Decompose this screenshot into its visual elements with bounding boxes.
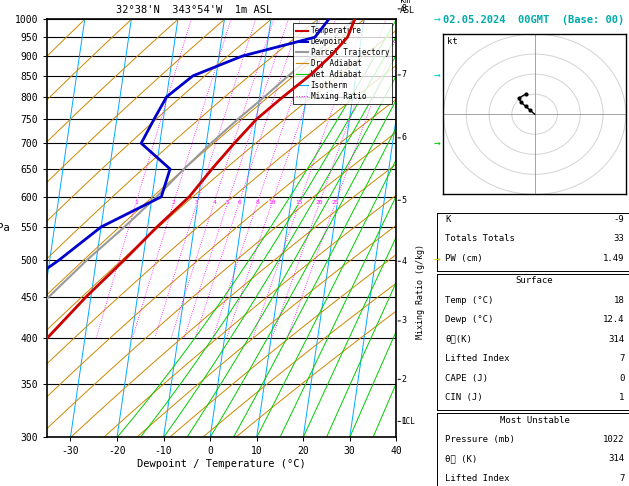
Y-axis label: hPa: hPa [0,224,10,233]
Text: 314: 314 [608,335,625,344]
Text: →: → [434,138,440,148]
Text: 18: 18 [614,296,625,305]
Text: 5: 5 [401,196,406,205]
Text: Lifted Index: Lifted Index [445,474,509,483]
Text: 15: 15 [296,200,303,205]
Text: 1022: 1022 [603,435,625,444]
Text: →: → [434,15,440,24]
Text: LCL: LCL [401,417,415,426]
Text: 1: 1 [619,393,625,402]
Text: →: → [434,255,440,265]
Text: Lifted Index: Lifted Index [445,354,509,363]
Text: Totals Totals: Totals Totals [445,234,515,243]
Text: θᴄ(K): θᴄ(K) [445,335,472,344]
Text: CIN (J): CIN (J) [445,393,482,402]
Text: 7: 7 [619,474,625,483]
Text: 8: 8 [255,200,259,205]
Text: 12.4: 12.4 [603,315,625,324]
Text: Mixing Ratio (g/kg): Mixing Ratio (g/kg) [416,243,425,339]
Text: 7: 7 [619,354,625,363]
Text: 8: 8 [401,4,406,14]
Text: 3: 3 [195,200,199,205]
Text: 20: 20 [316,200,323,205]
Text: 0: 0 [619,374,625,382]
Text: Most Unstable: Most Unstable [499,416,570,425]
Text: 4: 4 [401,257,406,266]
Text: 3: 3 [401,316,406,326]
Text: km
ASL: km ASL [400,0,415,15]
Text: 1: 1 [401,417,406,426]
Text: 2: 2 [401,375,406,384]
Text: -9: -9 [614,215,625,224]
Text: 6: 6 [237,200,241,205]
Text: 10: 10 [269,200,276,205]
Text: Temp (°C): Temp (°C) [445,296,493,305]
Text: 314: 314 [608,454,625,464]
Text: K: K [445,215,450,224]
Text: kt: kt [447,37,458,46]
Text: →: → [434,71,440,81]
Text: 33: 33 [614,234,625,243]
Text: 7: 7 [401,70,406,79]
Text: 6: 6 [401,133,406,142]
Text: CAPE (J): CAPE (J) [445,374,488,382]
Text: Pressure (mb): Pressure (mb) [445,435,515,444]
Text: 2: 2 [172,200,175,205]
Text: 1: 1 [134,200,138,205]
Legend: Temperature, Dewpoint, Parcel Trajectory, Dry Adiabat, Wet Adiabat, Isotherm, Mi: Temperature, Dewpoint, Parcel Trajectory… [293,23,392,104]
Text: 1.49: 1.49 [603,254,625,263]
Text: Surface: Surface [516,277,554,285]
Text: 02.05.2024  00GMT  (Base: 00): 02.05.2024 00GMT (Base: 00) [443,15,625,25]
Text: Dewp (°C): Dewp (°C) [445,315,493,324]
Text: 32°38'N  343°54'W  1m ASL: 32°38'N 343°54'W 1m ASL [116,5,272,15]
Text: PW (cm): PW (cm) [445,254,482,263]
Text: 25: 25 [331,200,339,205]
Text: 5: 5 [226,200,230,205]
Text: 4: 4 [212,200,216,205]
Text: θᴄ (K): θᴄ (K) [445,454,477,464]
X-axis label: Dewpoint / Temperature (°C): Dewpoint / Temperature (°C) [137,459,306,469]
